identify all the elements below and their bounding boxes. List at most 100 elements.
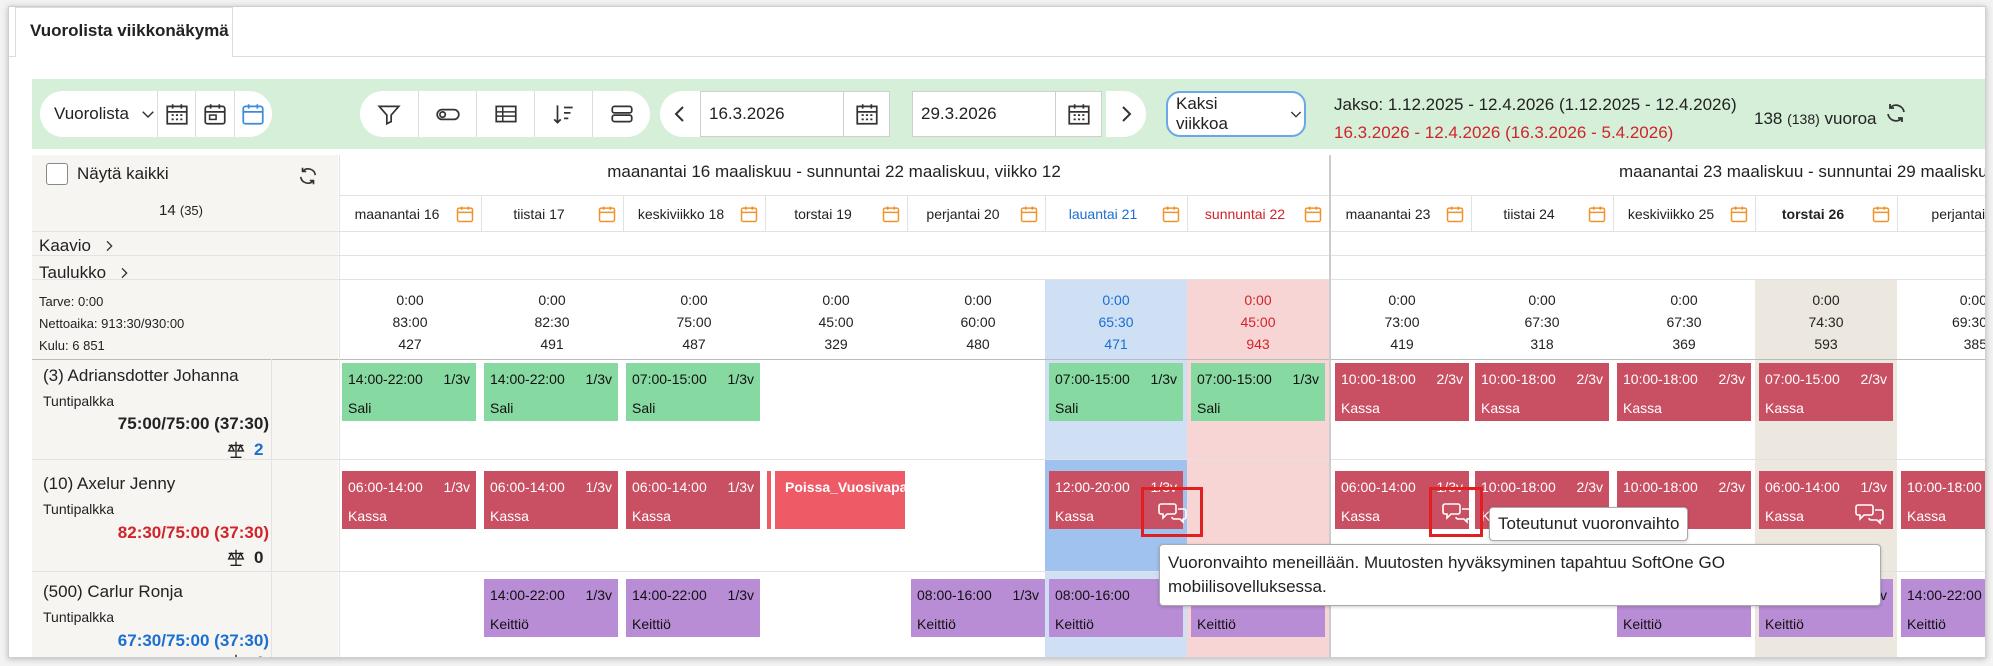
grid-line — [32, 459, 1985, 460]
shift-block[interactable]: 07:00-15:00 1/3v Sali — [1191, 363, 1325, 421]
shift-block[interactable]: 06:00-14:00 1/3v Kassa — [484, 471, 618, 529]
end-date-field[interactable]: 29.3.2026 — [912, 91, 1102, 137]
shift-block[interactable]: 07:00-15:00 1/3v Sali — [1049, 363, 1183, 421]
sort-button[interactable] — [534, 91, 592, 137]
day-header[interactable]: tiistai 17 — [481, 196, 623, 232]
calendar-icon[interactable] — [1445, 204, 1465, 224]
absence-block[interactable]: Poissa_Vuosivapa... — [771, 471, 919, 529]
day-header-sunday[interactable]: sunnuntai 22 — [1187, 196, 1329, 232]
shift-block[interactable]: 10:00-18:00 2/3v Kassa — [1475, 363, 1609, 421]
previous-period-button[interactable] — [660, 91, 700, 137]
shift-block[interactable]: 07:00-15:00 1/3v Sali — [626, 363, 760, 421]
shift-position: Kassa — [1341, 400, 1380, 416]
day-cost: 491 — [540, 336, 564, 352]
day-header[interactable]: perjantai 27 — [1897, 196, 1985, 232]
day-header[interactable]: maanantai 23 — [1331, 196, 1471, 232]
shift-block[interactable]: 06:00-14:00 1/3v Kassa — [626, 471, 760, 529]
swap-done-icon[interactable] — [1442, 500, 1472, 529]
next-period-button[interactable] — [1106, 91, 1146, 137]
shift-block[interactable]: 14:00-22:00 1/3v Sali — [484, 363, 618, 421]
calendar-icon[interactable] — [1729, 204, 1749, 224]
day-time: 45:00 — [1240, 314, 1276, 330]
shift-block[interactable]: 06:00-14:00 1/3v Kassa — [1759, 471, 1893, 529]
group-button[interactable] — [592, 91, 650, 137]
chevron-right-icon — [106, 240, 113, 252]
filter-button[interactable] — [360, 91, 418, 137]
tab-weekly-schedule[interactable]: Vuorolista viikkonäkymä — [15, 7, 233, 57]
show-all-checkbox[interactable] — [46, 163, 68, 185]
calendar-icon[interactable] — [1303, 204, 1323, 224]
calendar-icon[interactable] — [1019, 204, 1039, 224]
period-length-select[interactable]: Kaksi viikkoa — [1166, 91, 1306, 137]
end-date-value: 29.3.2026 — [921, 104, 997, 123]
swap-pending-icon[interactable] — [1158, 500, 1188, 529]
day-header[interactable]: keskiviikko 18 — [623, 196, 765, 232]
shift-block[interactable]: 10:00-18:00 2/3v Kassa — [1617, 363, 1751, 421]
shift-block[interactable]: 14:00-22:00 Keittiö — [1901, 579, 1985, 637]
month-view-button[interactable] — [156, 91, 195, 137]
day-cost: 369 — [1672, 336, 1696, 352]
calendar-icon[interactable] — [455, 204, 475, 224]
chat-bubbles-icon — [1158, 503, 1187, 524]
calendar-icon[interactable] — [1871, 204, 1891, 224]
calendar-icon[interactable] — [1161, 204, 1181, 224]
day-header[interactable]: perjantai 20 — [907, 196, 1045, 232]
employee-balance-value: 0 — [254, 548, 264, 567]
end-date-picker[interactable] — [1055, 91, 1101, 137]
chevron-right-icon — [1122, 106, 1132, 122]
shift-block[interactable]: 14:00-22:00 1/3v Keittiö — [484, 579, 618, 637]
employee-balance: 0 — [224, 547, 1985, 569]
shift-block[interactable]: 14:00-22:00 1/3v Keittiö — [626, 579, 760, 637]
scale-icon — [227, 549, 245, 567]
left-refresh-button[interactable] — [297, 165, 319, 192]
swap-pending-highlight[interactable] — [1141, 487, 1203, 537]
shift-position: Kassa — [632, 508, 671, 524]
toggle-icon — [435, 108, 460, 121]
shift-block[interactable]: 12:00-20:00 1/3v Kassa — [1049, 471, 1183, 529]
table-button[interactable] — [476, 91, 534, 137]
shift-ratio: 1/3v — [727, 479, 754, 495]
shift-block[interactable]: 06:00-14:00 1/3v Kassa — [342, 471, 476, 529]
shift-position: Kassa — [1341, 508, 1380, 524]
shift-time: 14:00-22:00 — [490, 371, 565, 387]
shift-position: Keittiö — [1197, 616, 1236, 632]
grid-line — [32, 279, 1985, 280]
shift-block[interactable]: 10:00-18:00 2/3v Kassa — [1335, 363, 1469, 421]
toggle-button[interactable] — [418, 91, 476, 137]
grid-line — [907, 195, 908, 231]
shift-swap-icon[interactable] — [1855, 501, 1885, 528]
shift-block[interactable]: 08:00-16:00 1/3v Keittiö — [911, 579, 1045, 637]
view-select[interactable]: Vuorolista — [40, 91, 157, 137]
employee-balance: 2 — [224, 439, 1985, 461]
shift-block[interactable]: 08:00-16:00 Keittiö — [1049, 579, 1183, 637]
employee-count: 14 (35) — [159, 202, 203, 219]
shift-block[interactable]: 10:00-18:00 Kassa — [1901, 471, 1985, 529]
day-header[interactable]: maanantai 16 — [339, 196, 481, 232]
calendar-icon[interactable] — [597, 204, 617, 224]
calendar-icon[interactable] — [1587, 204, 1607, 224]
start-date-picker[interactable] — [843, 91, 889, 137]
shift-time: 10:00-18:00 — [1341, 371, 1416, 387]
day-time: 65:30 — [1098, 314, 1134, 330]
calendar-icon[interactable] — [881, 204, 901, 224]
day-need: 0:00 — [1388, 292, 1416, 308]
shift-block[interactable]: 07:00-15:00 2/3v Kassa — [1759, 363, 1893, 421]
kaavio-toggle[interactable]: Kaavio — [39, 236, 117, 256]
calendar-week-icon — [204, 104, 226, 125]
day-header[interactable]: tiistai 24 — [1471, 196, 1613, 232]
day-header-today[interactable]: torstai 26 — [1755, 196, 1897, 232]
shift-block[interactable]: 14:00-22:00 1/3v Sali — [342, 363, 476, 421]
swap-done-highlight[interactable] — [1429, 487, 1483, 537]
day-view-button[interactable] — [233, 91, 272, 137]
taulukko-toggle[interactable]: Taulukko — [39, 263, 132, 283]
day-header[interactable]: keskiviikko 25 — [1613, 196, 1755, 232]
calendar-icon[interactable] — [739, 204, 759, 224]
start-date-field[interactable]: 16.3.2026 — [700, 91, 890, 137]
day-cost: 385 — [1963, 336, 1986, 352]
day-header-saturday[interactable]: lauantai 21 — [1045, 196, 1187, 232]
day-time: 69:30 — [1951, 314, 1986, 330]
day-header[interactable]: torstai 19 — [765, 196, 907, 232]
toolbar: Vuorolista — [32, 79, 1985, 149]
week-view-button[interactable] — [195, 91, 233, 137]
refresh-button[interactable] — [1884, 101, 1908, 130]
